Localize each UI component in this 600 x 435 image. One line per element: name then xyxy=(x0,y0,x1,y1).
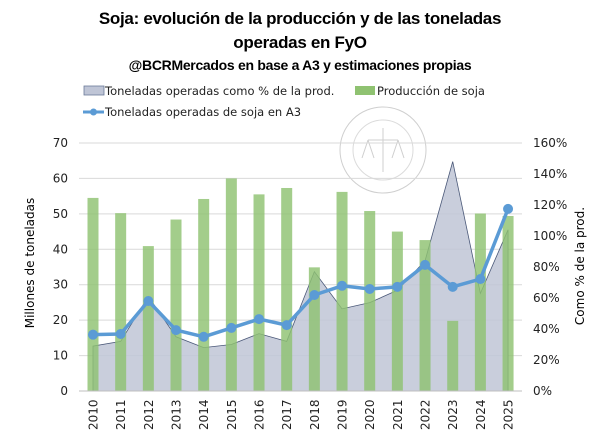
y-axis-left: 0 10 20 30 40 50 60 70 xyxy=(53,136,68,398)
line-point-2021 xyxy=(392,281,403,292)
bar-2016 xyxy=(253,194,265,391)
line-point-2022 xyxy=(420,259,431,270)
y2-tick-label: 40% xyxy=(533,322,560,336)
line-point-2019 xyxy=(337,280,348,291)
bar-series xyxy=(87,178,514,391)
y2-tick-label: 160% xyxy=(533,136,567,150)
line-point-2014 xyxy=(198,331,209,342)
line-point-2016 xyxy=(254,314,265,325)
bar-2023 xyxy=(447,320,459,391)
line-point-2010 xyxy=(88,329,98,340)
area-fill xyxy=(93,161,509,391)
chart-title: Soja: evolución de la producción y de la… xyxy=(99,9,501,28)
bar-2014 xyxy=(198,198,210,391)
chart-title-line2: operadas en FyO xyxy=(233,33,367,52)
legend-label-area: Toneladas operadas como % de la prod. xyxy=(104,84,334,98)
bar-2018 xyxy=(308,267,320,391)
x-axis: 2010 2011 2012 2013 2014 2015 2016 2017 2018 2019… xyxy=(79,390,522,430)
x-tick-label: 2016 xyxy=(253,399,267,430)
line-point-2011 xyxy=(115,328,126,339)
x-tick-label: 2019 xyxy=(336,399,350,430)
y2-tick-label: 80% xyxy=(533,260,560,274)
y-tick-label: 30 xyxy=(53,278,68,292)
legend-marker-line xyxy=(90,108,97,116)
line-point-2013 xyxy=(171,325,182,336)
x-tick-label: 2018 xyxy=(308,399,322,430)
legend: Toneladas operadas como % de la prod. Pr… xyxy=(83,84,485,119)
x-tick-label: 2015 xyxy=(225,399,239,430)
x-tick-label: 2025 xyxy=(502,399,516,430)
y-axis-title: Millones de toneladas xyxy=(23,198,37,329)
y-axis-right: 0% 20% 40% 60% 80% 100% 120% 140% 160% xyxy=(533,136,567,398)
bar-2025 xyxy=(502,215,514,391)
x-tick-label: 2021 xyxy=(391,399,405,430)
x-tick-label: 2014 xyxy=(197,399,211,430)
y2-tick-label: 100% xyxy=(533,229,567,243)
line-point-2012 xyxy=(143,296,154,307)
y2-tick-label: 0% xyxy=(533,384,552,398)
y2-tick-label: 120% xyxy=(533,198,567,212)
bar-2019 xyxy=(336,191,348,391)
x-tick-label: 2010 xyxy=(87,399,101,430)
x-tick-label: 2022 xyxy=(419,399,433,430)
line-point-2024 xyxy=(475,274,486,285)
legend-label-line: Toneladas operadas de soja en A3 xyxy=(104,105,301,119)
y-tick-label: 50 xyxy=(53,207,68,221)
bar-2017 xyxy=(281,187,293,391)
line-point-2015 xyxy=(226,322,237,333)
bar-2021 xyxy=(391,231,403,391)
bar-2015 xyxy=(225,178,237,391)
y-tick-label: 70 xyxy=(53,136,68,150)
legend-swatch-bar xyxy=(355,86,375,95)
watermark-seal xyxy=(339,106,427,194)
bar-2010 xyxy=(87,197,99,391)
legend-swatch-area xyxy=(83,85,105,96)
line-path xyxy=(92,208,510,339)
y-tick-label: 20 xyxy=(53,313,68,327)
y2-axis-title: Como % de la prod. xyxy=(573,207,587,325)
x-tick-label: 2013 xyxy=(170,399,184,430)
y2-tick-label: 20% xyxy=(533,353,560,367)
line-point-2020 xyxy=(364,283,375,294)
bar-2012 xyxy=(142,246,154,391)
line-point-2018 xyxy=(309,289,320,300)
x-tick-label: 2011 xyxy=(114,399,128,430)
area-series xyxy=(92,161,509,391)
y-tick-label: 10 xyxy=(53,349,68,363)
line-point-2025 xyxy=(503,203,514,214)
bar-2020 xyxy=(364,211,376,391)
x-tick-label: 2017 xyxy=(280,399,294,430)
line-series xyxy=(88,203,514,342)
line-point-2017 xyxy=(281,320,292,331)
bar-2013 xyxy=(170,219,182,391)
bar-2011 xyxy=(115,213,127,391)
x-tick-label: 2024 xyxy=(474,399,488,430)
y-tick-label: 60 xyxy=(53,171,68,185)
legend-label-bar: Producción de soja xyxy=(377,84,485,98)
x-tick-label: 2023 xyxy=(446,399,460,430)
line-point-2023 xyxy=(447,281,458,292)
bar-2022 xyxy=(419,240,431,391)
bar-2024 xyxy=(474,213,486,391)
y-tick-label: 0 xyxy=(60,384,68,398)
x-tick-label: 2020 xyxy=(363,399,377,430)
y2-tick-label: 60% xyxy=(533,291,560,305)
y-tick-label: 40 xyxy=(53,242,68,256)
x-tick-label: 2012 xyxy=(142,399,156,430)
chart-subtitle: @BCRMercados en base a A3 y estimaciones… xyxy=(129,57,472,73)
y2-tick-label: 140% xyxy=(533,167,567,181)
